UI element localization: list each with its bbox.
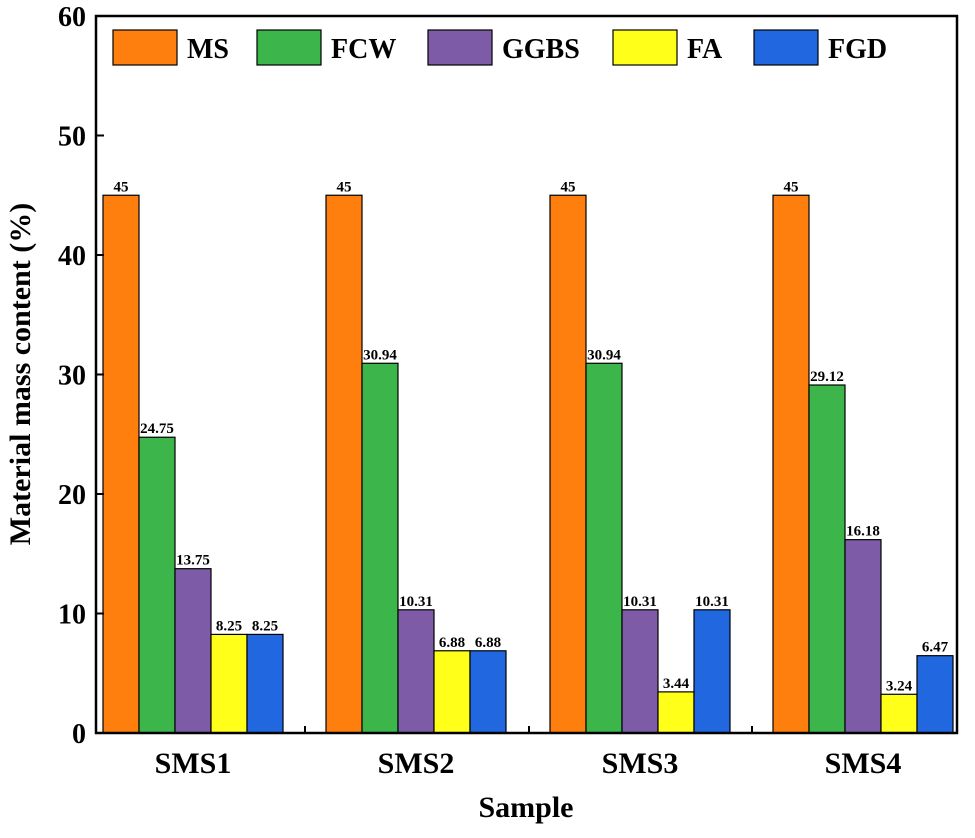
legend-label: FGD	[828, 34, 887, 65]
y-tick-label: 40	[58, 241, 86, 272]
data-label: 3.44	[663, 676, 690, 692]
data-label: 16.18	[846, 524, 880, 540]
y-axis-title: Material mass content (%)	[4, 203, 37, 545]
legend-label: FA	[687, 34, 723, 65]
bar-fgd-sms2	[469, 650, 507, 734]
y-axis: 0 10 20 30 40 50 60	[58, 2, 104, 750]
x-tick-label: SMS3	[602, 747, 679, 780]
bars-layer	[102, 194, 954, 734]
bar-fa-sms3	[657, 691, 695, 734]
data-label: 6.47	[922, 640, 949, 656]
legend-swatch-ggbs	[427, 29, 493, 66]
legend-swatch-fgd	[753, 29, 819, 66]
legend-swatch-fcw	[256, 29, 322, 66]
legend-swatch-fa	[612, 29, 678, 66]
legend-label: FCW	[331, 34, 396, 65]
data-label: 30.94	[363, 347, 397, 363]
bar-ggbs-sms4	[844, 539, 882, 734]
legend-label: MS	[187, 34, 229, 65]
bar-ggbs-sms2	[397, 609, 435, 734]
data-labels-layer: 45 45 45 45 24.75 30.94 30.94 29.12 13.75 10.31 10…	[114, 179, 949, 694]
bar-ggbs-sms1	[174, 568, 212, 734]
data-label: 3.24	[886, 678, 913, 694]
y-tick-label: 50	[58, 122, 86, 153]
y-tick-label: 60	[58, 2, 86, 33]
y-tick-label: 0	[72, 719, 86, 750]
x-tick-label: SMS1	[155, 747, 232, 780]
x-axis: SMS1 SMS2 SMS3 SMS4	[155, 726, 902, 780]
bar-fgd-sms4	[916, 655, 954, 734]
data-label: 8.25	[216, 618, 242, 634]
bar-fa-sms1	[210, 633, 248, 734]
data-label: 45	[114, 179, 129, 195]
data-label: 10.31	[623, 594, 657, 610]
x-tick-label: SMS4	[825, 747, 902, 780]
data-label: 8.25	[252, 618, 278, 634]
y-tick-label: 20	[58, 480, 86, 511]
data-label: 13.75	[176, 553, 210, 569]
legend: MS FCW GGBS FA FGD	[112, 29, 887, 66]
bar-fcw-sms1	[138, 436, 176, 734]
data-label: 45	[561, 179, 576, 195]
x-axis-title: Sample	[478, 791, 573, 824]
bar-ms-sms3	[549, 194, 587, 734]
bar-fcw-sms2	[361, 362, 399, 734]
y-tick-label: 30	[58, 361, 86, 392]
bar-ggbs-sms3	[621, 609, 659, 734]
legend-label: GGBS	[502, 34, 580, 65]
bar-fcw-sms3	[585, 362, 623, 734]
bar-fa-sms4	[880, 693, 918, 734]
data-label: 30.94	[587, 347, 621, 363]
legend-swatch-ms	[112, 29, 178, 66]
bar-fgd-sms1	[246, 633, 284, 734]
bar-ms-sms2	[325, 194, 363, 734]
data-label: 6.88	[439, 635, 465, 651]
y-tick-label: 10	[58, 600, 86, 631]
bar-fgd-sms3	[693, 609, 731, 734]
data-label: 45	[784, 179, 799, 195]
data-label: 29.12	[810, 369, 844, 385]
data-label: 10.31	[399, 594, 433, 610]
bar-ms-sms1	[102, 194, 140, 734]
bar-ms-sms4	[772, 194, 810, 734]
bar-fcw-sms4	[808, 384, 846, 734]
data-label: 24.75	[140, 421, 174, 437]
data-label: 6.88	[475, 635, 501, 651]
data-label: 10.31	[695, 594, 729, 610]
bar-fa-sms2	[433, 650, 471, 734]
data-label: 45	[337, 179, 352, 195]
x-tick-label: SMS2	[378, 747, 455, 780]
